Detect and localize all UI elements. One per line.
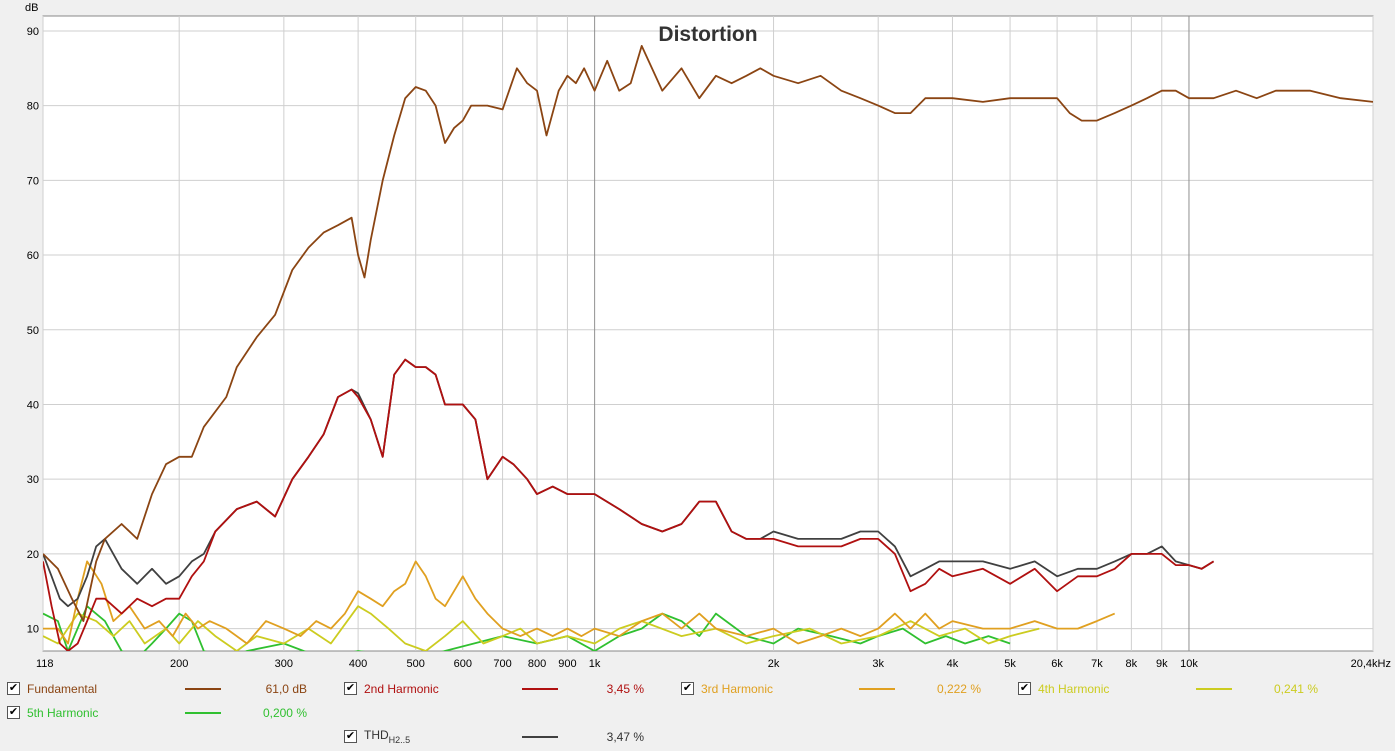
3rd-harmonic-checkbox[interactable]: ✔ <box>681 682 694 695</box>
legend-value: 3,47 % <box>606 730 644 744</box>
x-tick-label: 600 <box>454 658 472 670</box>
x-tick-label: 900 <box>558 658 576 670</box>
series-line-fundamental <box>43 45 1373 622</box>
legend-label: 5th Harmonic <box>27 706 99 720</box>
5th-harmonic-checkbox[interactable]: ✔ <box>7 706 20 719</box>
x-tick-label: 9k <box>1156 658 1168 670</box>
x-tick-label: 800 <box>528 658 546 670</box>
y-axis-label: dB <box>25 2 38 14</box>
legend: ✔ Fundamental 61,0 dB ✔ 2nd Harmonic 3,4… <box>0 675 1395 751</box>
x-tick-label: 3k <box>872 658 884 670</box>
legend-label: Fundamental <box>27 682 98 696</box>
thd-label: THD <box>364 728 389 742</box>
x-tick-label: 1k <box>589 658 601 670</box>
chart-title: Distortion <box>658 23 757 46</box>
x-tick-label: 2k <box>768 658 780 670</box>
series-line-3rd-harmonic <box>43 560 1116 645</box>
x-tick-label: 20,4kHz <box>1351 658 1391 670</box>
legend-swatch <box>522 688 558 690</box>
x-tick-label: 400 <box>349 658 367 670</box>
y-tick-label: 50 <box>27 325 39 337</box>
legend-swatch <box>859 688 895 690</box>
y-tick-label: 30 <box>27 474 39 486</box>
legend-label: THDH2..5 <box>364 728 410 745</box>
x-tick-label: 8k <box>1126 658 1138 670</box>
legend-value: 0,241 % <box>1273 682 1318 696</box>
x-tick-label: 7k <box>1091 658 1103 670</box>
plot-area <box>42 15 1374 652</box>
legend-swatch <box>185 688 221 690</box>
legend-value: 0,200 % <box>262 706 307 720</box>
y-tick-label: 80 <box>27 101 39 113</box>
legend-swatch <box>1196 688 1232 690</box>
series-group <box>43 45 1373 651</box>
legend-label: 4th Harmonic <box>1038 682 1110 696</box>
legend-swatch <box>185 712 221 714</box>
fundamental-checkbox[interactable]: ✔ <box>7 682 20 695</box>
y-axis: 10 20 30 40 50 60 70 80 90 <box>27 26 39 636</box>
legend-swatch <box>522 736 558 738</box>
x-tick-label: 6k <box>1051 658 1063 670</box>
x-tick-label: 300 <box>275 658 293 670</box>
x-axis: 118 200 300 400 500 600 700 800 900 1k 2k 3k 4k 5k 6k 7… <box>36 658 1391 670</box>
x-tick-label: 10k <box>1180 658 1198 670</box>
x-tick-label: 700 <box>493 658 511 670</box>
4th-harmonic-checkbox[interactable]: ✔ <box>1018 682 1031 695</box>
2nd-harmonic-checkbox[interactable]: ✔ <box>344 682 357 695</box>
y-tick-label: 20 <box>27 549 39 561</box>
legend-label: 2nd Harmonic <box>364 682 439 696</box>
legend-label: 3rd Harmonic <box>701 682 774 696</box>
x-tick-label: 5k <box>1004 658 1016 670</box>
y-tick-label: 70 <box>27 175 39 187</box>
grid-lines <box>42 16 1374 651</box>
thd-checkbox[interactable]: ✔ <box>344 730 357 743</box>
thd-label-subscript: H2..5 <box>388 735 411 745</box>
y-tick-label: 10 <box>27 624 39 636</box>
y-tick-label: 90 <box>27 26 39 38</box>
x-tick-label: 200 <box>170 658 188 670</box>
distortion-chart: 10 20 30 40 50 60 70 80 90 118 200 300 400 500 600 700… <box>25 2 1391 670</box>
x-tick-label: 4k <box>947 658 959 670</box>
x-tick-label: 500 <box>407 658 425 670</box>
legend-value: 3,45 % <box>606 682 644 696</box>
x-tick-label: 118 <box>36 658 54 670</box>
series-line-2nd-harmonic <box>43 358 1215 651</box>
legend-value: 61,0 dB <box>265 682 307 696</box>
y-tick-label: 60 <box>27 250 39 262</box>
legend-value: 0,222 % <box>936 682 981 696</box>
y-tick-label: 40 <box>27 399 39 411</box>
